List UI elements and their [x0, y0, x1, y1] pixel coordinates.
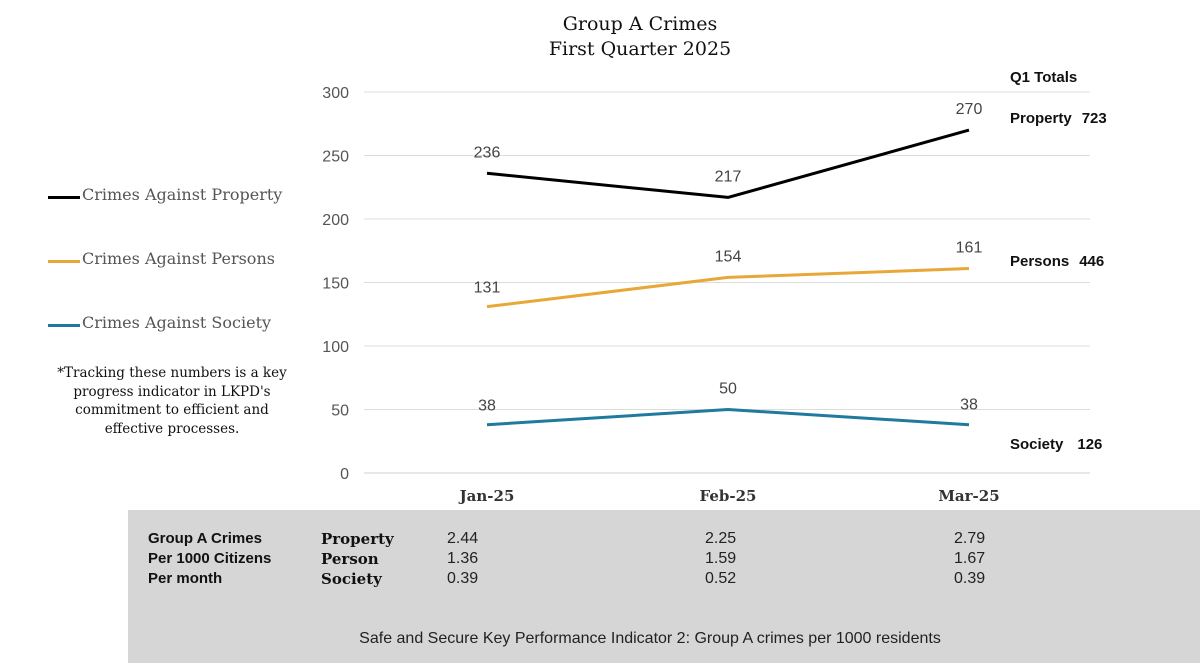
- x-tick-label: Jan-25: [458, 487, 515, 505]
- data-label: 270: [956, 101, 983, 118]
- rate-value: 1.59: [705, 550, 737, 567]
- series-line: [486, 267, 970, 309]
- x-tick-label: Feb-25: [700, 487, 757, 505]
- rate-value: 1.36: [447, 550, 479, 567]
- q1-totals-header: Q1 Totals: [1010, 69, 1078, 86]
- data-label: 236: [474, 144, 501, 161]
- kpi-caption: Safe and Secure Key Performance Indicato…: [359, 630, 941, 647]
- total-society-value: 126: [1077, 436, 1103, 453]
- legend-swatch-society: [48, 324, 80, 327]
- rate-table: Group A Crimes Per 1000 Citizens Per mon…: [128, 510, 1200, 663]
- legend-label-persons: Crimes Against Persons: [82, 249, 275, 268]
- data-label: 38: [960, 397, 978, 414]
- total-persons-value: 446: [1079, 253, 1105, 270]
- total-persons: Persons 446: [1010, 253, 1104, 270]
- rate-value: 2.25: [705, 530, 737, 547]
- rate-row-label: Per 1000 Citizens: [148, 550, 272, 567]
- total-persons-label: Persons: [1010, 253, 1070, 270]
- data-label: 161: [956, 240, 983, 257]
- data-label: 50: [719, 381, 737, 398]
- rate-category: Property: [321, 530, 394, 548]
- rate-row-label: Per month: [148, 570, 223, 587]
- rate-value: 2.79: [954, 530, 986, 547]
- total-society-label: Society: [1010, 436, 1064, 453]
- total-property-label: Property: [1010, 110, 1072, 127]
- chart-title: Group A Crimes: [562, 13, 718, 35]
- total-property: Property 723: [1010, 110, 1107, 127]
- rate-category: Person: [321, 550, 379, 568]
- series-line: [486, 408, 970, 427]
- rate-value: 0.52: [705, 570, 737, 587]
- legend-swatch-persons: [48, 260, 80, 263]
- line-chart: 0 50 100 150 200 250 300 Jan-25 Feb-25 Mar-25 236 2…: [322, 85, 1090, 505]
- rate-value: 2.44: [447, 530, 479, 547]
- total-property-value: 723: [1081, 110, 1107, 127]
- rate-row-label: Group A Crimes: [148, 530, 262, 547]
- data-label: 217: [715, 168, 742, 185]
- rate-category: Society: [321, 570, 382, 588]
- y-tick-label: 50: [331, 403, 349, 420]
- y-tick-label: 0: [340, 466, 349, 483]
- total-society: Society 126: [1010, 436, 1102, 453]
- rate-value: 0.39: [954, 570, 986, 587]
- y-tick-label: 100: [322, 339, 349, 356]
- y-tick-label: 150: [322, 276, 349, 293]
- legend-label-property: Crimes Against Property: [82, 185, 283, 204]
- data-label: 154: [715, 248, 742, 265]
- series-line: [486, 128, 970, 199]
- chart-title-block: Group A Crimes First Quarter 2025: [440, 12, 840, 62]
- rate-value: 0.39: [447, 570, 479, 587]
- kpi-note: *Tracking these numbers is a key progres…: [57, 365, 287, 437]
- legend-swatch-property: [48, 196, 80, 199]
- chart-subtitle: First Quarter 2025: [548, 38, 732, 60]
- y-tick-label: 250: [322, 149, 349, 166]
- legend-label-society: Crimes Against Society: [82, 313, 272, 332]
- y-tick-label: 200: [322, 212, 349, 229]
- x-tick-label: Mar-25: [938, 487, 999, 505]
- y-tick-label: 300: [322, 85, 349, 102]
- data-label: 131: [474, 280, 501, 297]
- data-label: 38: [478, 398, 496, 415]
- rate-value: 1.67: [954, 550, 986, 567]
